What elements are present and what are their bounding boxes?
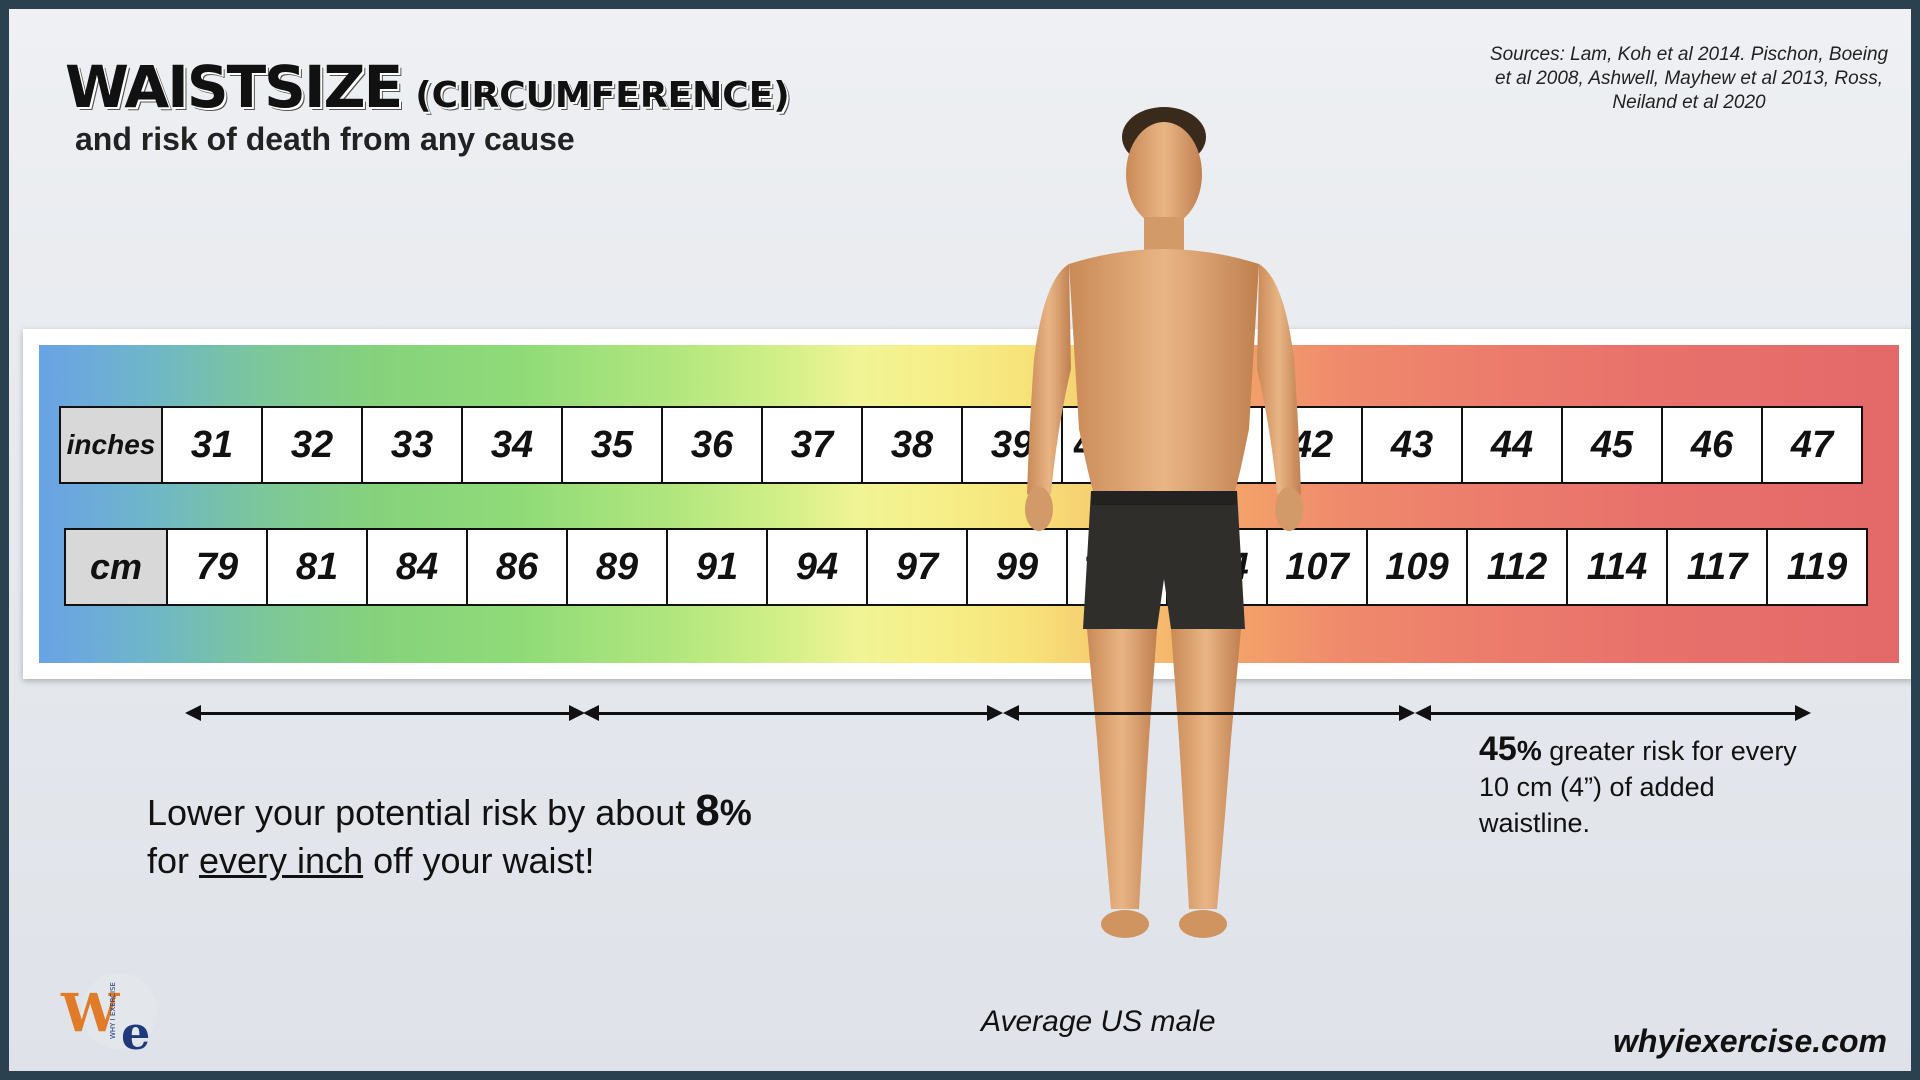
cm-value-cell: 117 bbox=[1666, 530, 1766, 604]
inches-value-cell: 38 bbox=[861, 408, 961, 482]
website-url: whyiexercise.com bbox=[1613, 1023, 1887, 1059]
average-male-figure bbox=[1025, 107, 1303, 938]
cm-value-cell: 109 bbox=[1366, 530, 1466, 604]
inches-label: inches bbox=[61, 408, 161, 482]
range-arrow-1 bbox=[185, 703, 585, 723]
greater-risk-number: 45 bbox=[1479, 730, 1517, 768]
lower-risk-note: Lower your potential risk by about 8% fo… bbox=[147, 787, 752, 885]
range-arrow-2 bbox=[583, 703, 1003, 723]
risk-color-band-frame bbox=[23, 329, 1911, 679]
inches-value-cell: 39 bbox=[961, 408, 1061, 482]
cm-label: cm bbox=[66, 530, 166, 604]
cm-value-cell: 119 bbox=[1766, 530, 1866, 604]
page-title: WAISTSIZE (CIRCUMFERENCE) bbox=[65, 53, 790, 121]
logo-letter-e: e bbox=[121, 1006, 150, 1057]
cm-value-cell: 107 bbox=[1266, 530, 1366, 604]
sources-citation: Sources: Lam, Koh et al 2014. Pischon, B… bbox=[1489, 44, 1889, 113]
inches-value-cell: 33 bbox=[361, 408, 461, 482]
greater-risk-text: greater risk for every 10 cm (4”) of add… bbox=[1479, 736, 1797, 838]
inches-value-cell: 43 bbox=[1361, 408, 1461, 482]
cm-value-cell: 114 bbox=[1566, 530, 1666, 604]
cm-value-cell: 84 bbox=[366, 530, 466, 604]
range-arrow-3 bbox=[1003, 703, 1415, 723]
infographic-slide: WAISTSIZE (CIRCUMFERENCE) and risk of dea… bbox=[6, 6, 1914, 1074]
cm-value-cell: 81 bbox=[266, 530, 366, 604]
inches-value-cell: 46 bbox=[1661, 408, 1761, 482]
logo-vertical-text: WHY I EXERCISE bbox=[109, 982, 117, 1039]
cm-value-cell: 99 bbox=[966, 530, 1066, 604]
cm-value-cell: 89 bbox=[566, 530, 666, 604]
cm-value-cell: 97 bbox=[866, 530, 966, 604]
lower-risk-percent: % bbox=[719, 792, 752, 833]
cm-value-cell: 91 bbox=[666, 530, 766, 604]
inches-value-cell: 45 bbox=[1561, 408, 1661, 482]
lower-risk-text-2: for bbox=[147, 840, 200, 881]
inches-value-cell: 47 bbox=[1761, 408, 1861, 482]
inches-value-cell: 34 bbox=[461, 408, 561, 482]
cm-value-cell: 79 bbox=[166, 530, 266, 604]
inches-value-cell: 31 bbox=[161, 408, 261, 482]
cm-value-cell: 112 bbox=[1466, 530, 1566, 604]
figure-caption: Average US male bbox=[981, 1005, 1216, 1038]
inches-value-cell: 36 bbox=[661, 408, 761, 482]
range-arrow-4 bbox=[1415, 703, 1811, 723]
logo-letter-w: W bbox=[60, 983, 121, 1044]
every-inch-text: every inch bbox=[199, 840, 364, 881]
title-main-text: WAISTSIZE bbox=[65, 53, 403, 121]
why-i-exercise-logo: W e WHY I EXERCISE bbox=[60, 973, 157, 1057]
inches-value-cell: 32 bbox=[261, 408, 361, 482]
cm-row: cm 7981848689919497991031041071091121141… bbox=[64, 528, 1868, 606]
inches-value-cell: 35 bbox=[561, 408, 661, 482]
cm-value-cell: 94 bbox=[766, 530, 866, 604]
risk-color-gradient bbox=[39, 345, 1899, 663]
inches-value-cell: 44 bbox=[1461, 408, 1561, 482]
cm-value-cell: 86 bbox=[466, 530, 566, 604]
greater-risk-percent: % bbox=[1516, 735, 1542, 766]
lower-risk-text: Lower your potential risk by about bbox=[147, 792, 696, 833]
lower-risk-number: 8 bbox=[695, 786, 720, 835]
title-paren-text: (CIRCUMFERENCE) bbox=[415, 75, 790, 116]
inches-row: inches 31323334353637383940.541424344454… bbox=[59, 406, 1863, 484]
lower-risk-text-3: off your waist! bbox=[363, 840, 595, 881]
greater-risk-note: 45% greater risk for every 10 cm (4”) of… bbox=[1479, 731, 1819, 841]
inches-value-cell: 37 bbox=[761, 408, 861, 482]
page-subtitle: and risk of death from any cause bbox=[75, 121, 575, 157]
